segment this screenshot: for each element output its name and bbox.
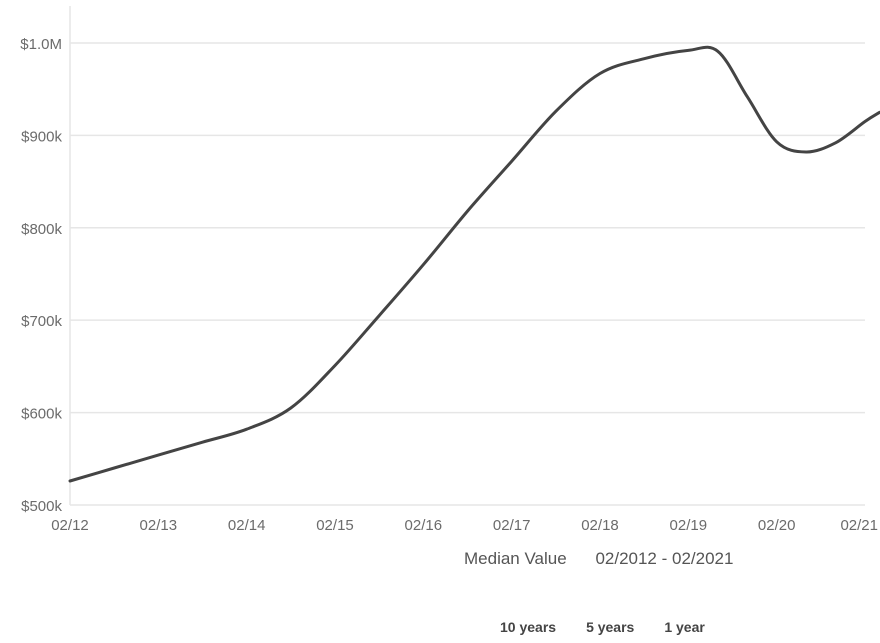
- series-group: [68, 45, 880, 483]
- y-tick-label: $1.0M: [20, 36, 62, 53]
- x-tick-label: 02/19: [670, 517, 708, 534]
- x-tick-label: 02/12: [51, 517, 89, 534]
- x-tick-label: 02/14: [228, 517, 266, 534]
- x-tick-label: 02/15: [316, 517, 354, 534]
- line-chart: $500k$600k$700k$800k$900k$1.0M 02/12 02/1…: [20, 6, 880, 534]
- x-tick-label: 02/17: [493, 517, 531, 534]
- grid-lines: [69, 6, 865, 506]
- chart-caption: Median Value 02/2012 - 02/2021: [464, 549, 733, 569]
- x-tick-label: 02/16: [405, 517, 443, 534]
- caption-label: Median Value: [464, 549, 567, 568]
- caption-range: 02/2012 - 02/2021: [595, 549, 734, 568]
- median-value-line: [68, 45, 880, 483]
- x-tick-label: 02/21: [840, 517, 878, 534]
- x-tick-label: 02/18: [581, 517, 619, 534]
- y-tick-label: $900k: [21, 128, 62, 145]
- x-tick-label: 02/20: [758, 517, 796, 534]
- y-axis-labels: $500k $600k $700k $800k $900k $1.0M: [20, 36, 62, 515]
- range-selector: 10 years 5 years 1 year: [500, 619, 705, 635]
- y-tick-label: $500k: [21, 498, 62, 515]
- range-1-year-button[interactable]: 1 year: [664, 619, 705, 635]
- y-tick-label: $700k: [21, 313, 62, 330]
- y-tick-label: $800k: [21, 221, 62, 238]
- range-5-years-button[interactable]: 5 years: [586, 619, 635, 635]
- range-10-years-button[interactable]: 10 years: [500, 619, 557, 635]
- x-axis-labels: 02/12 02/13 02/14 02/15 02/16 02/17 02/18 02/19…: [51, 517, 878, 534]
- y-tick-label: $600k: [21, 406, 62, 423]
- x-tick-label: 02/13: [140, 517, 178, 534]
